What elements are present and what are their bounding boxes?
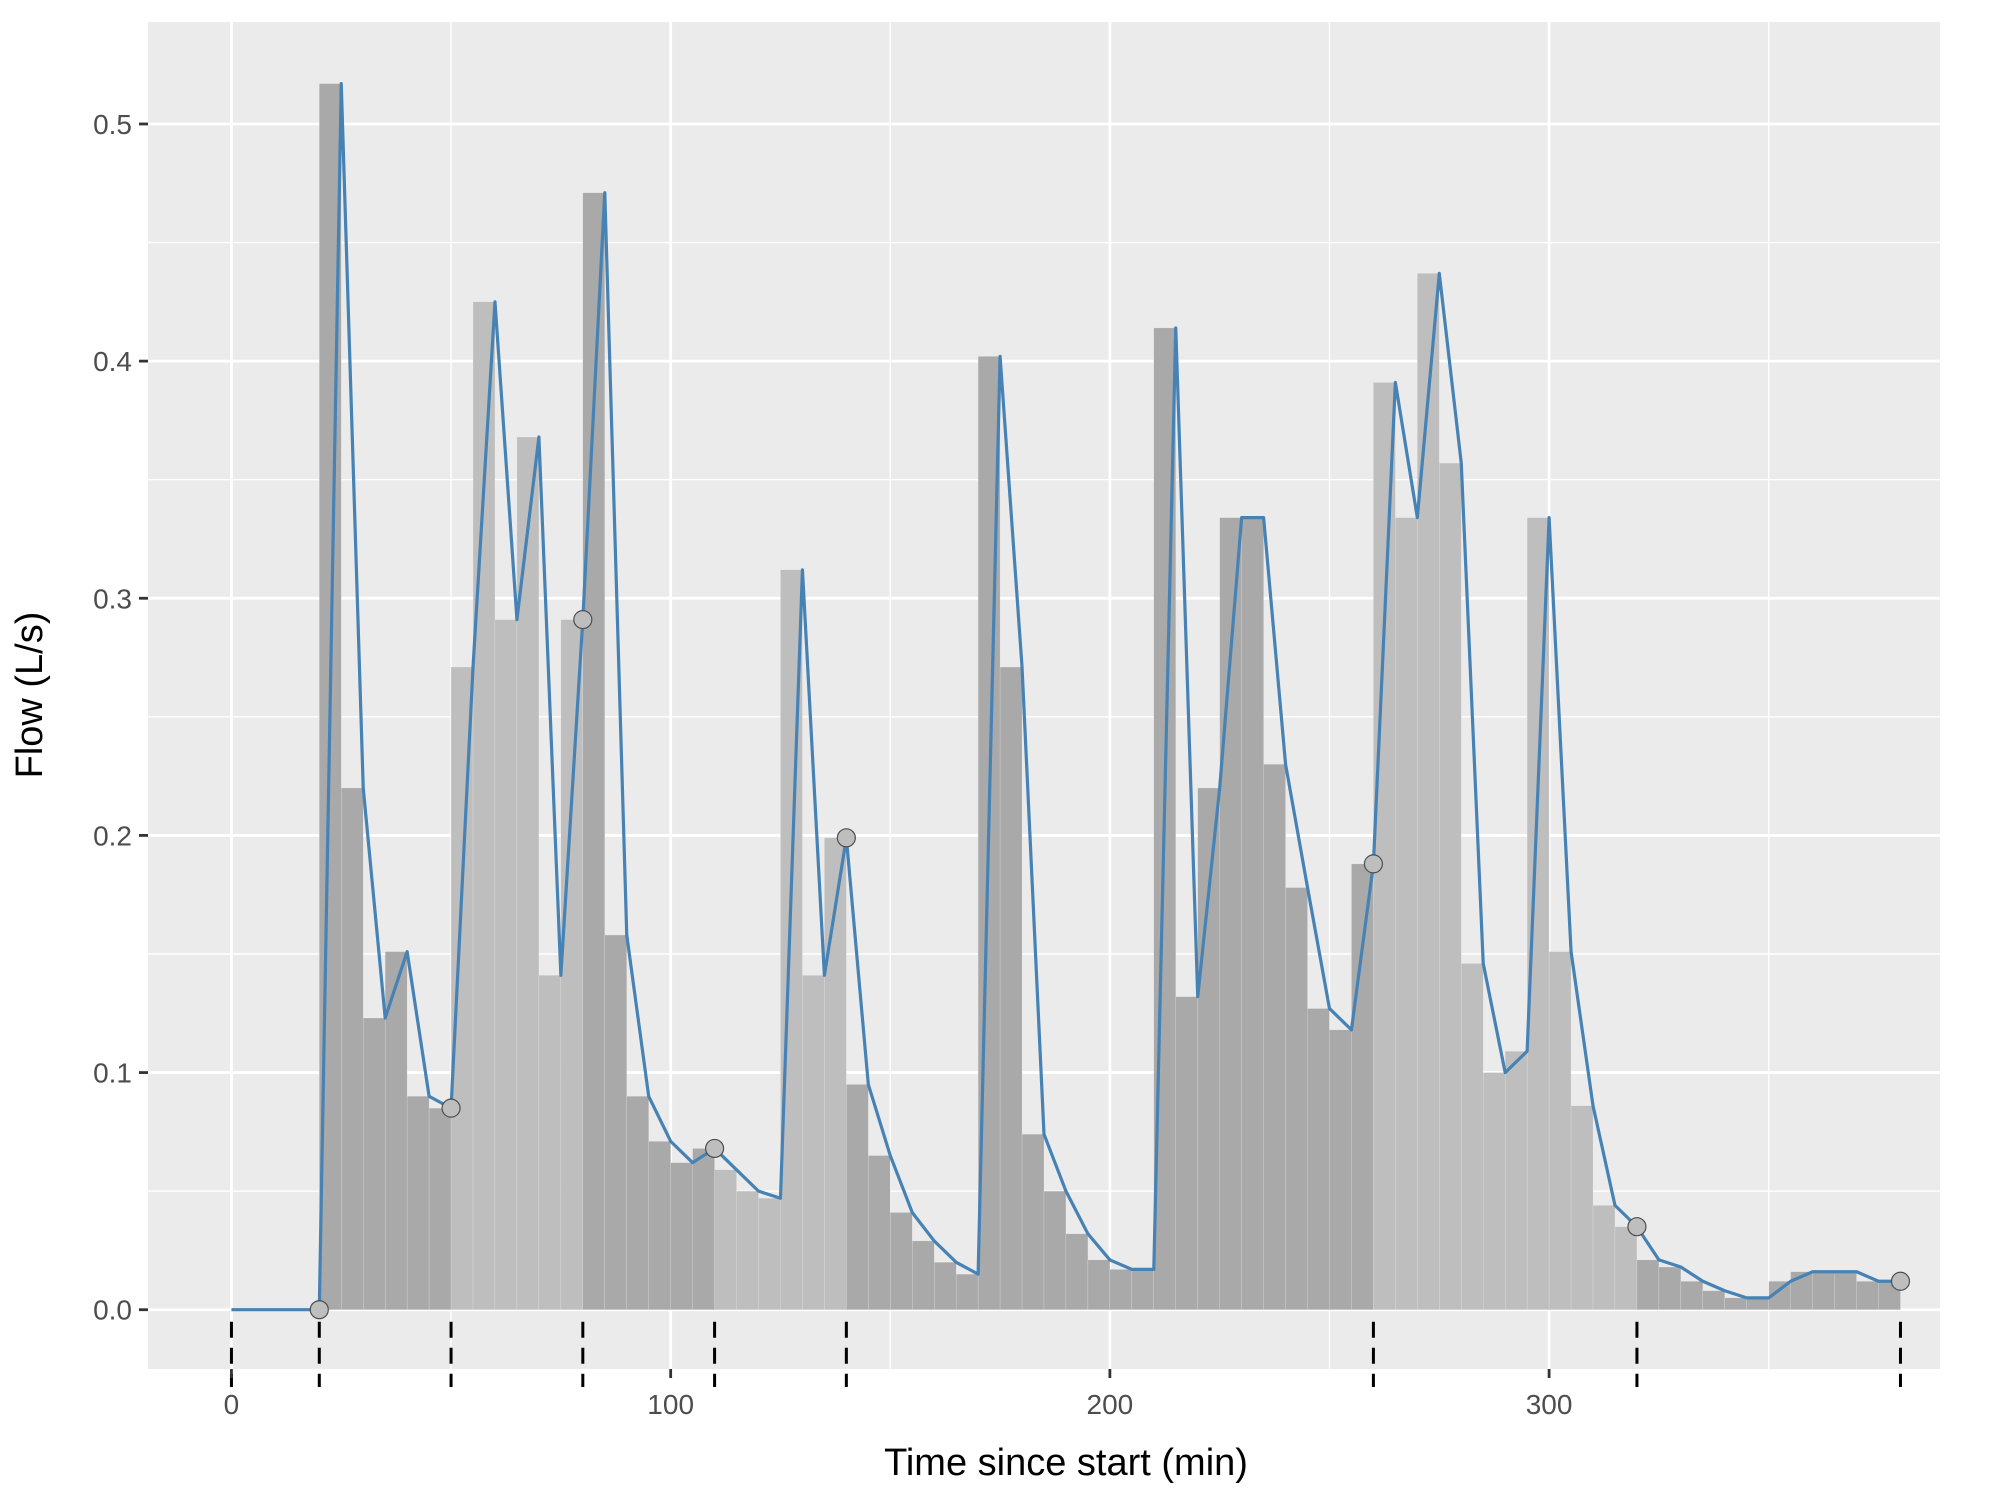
x-tick-label: 300	[1526, 1389, 1573, 1420]
segment-marker	[1627, 1217, 1647, 1237]
flow-bar	[1504, 1051, 1528, 1310]
y-axis: 0.0 0.1 0.2 0.3 0.4 0.5	[93, 109, 148, 1326]
flow-bar	[999, 666, 1023, 1310]
flow-bar	[1592, 1205, 1616, 1310]
flow-bar	[1856, 1281, 1879, 1310]
flow-bar	[1614, 1226, 1638, 1310]
y-tick-label: 0.4	[93, 346, 132, 377]
segment-marker	[1890, 1271, 1911, 1291]
flow-bar	[1724, 1297, 1747, 1310]
flow-bar	[604, 934, 627, 1310]
flow-bar	[1021, 1134, 1045, 1310]
segment-marker	[1363, 854, 1384, 874]
flow-bar	[846, 1084, 869, 1310]
flow-bar	[472, 301, 496, 1310]
flow-bar	[1395, 517, 1418, 1310]
x-tick-label: 0	[224, 1389, 240, 1420]
flow-line	[231, 82, 1901, 1312]
segment-marker	[309, 1300, 329, 1320]
flow-bar	[933, 1262, 957, 1310]
y-tick-label: 0.0	[93, 1295, 132, 1326]
y-tick-label: 0.2	[93, 820, 132, 851]
flow-bar	[1702, 1290, 1725, 1310]
x-axis-title: Time since start (min)	[884, 1442, 1248, 1484]
flow-bar	[1087, 1259, 1111, 1310]
flow-bar	[1658, 1266, 1682, 1310]
flow-bar	[912, 1240, 935, 1310]
segment-boundary-ticks	[229, 1321, 1902, 1387]
flow-bar	[1285, 887, 1308, 1310]
flow-bar	[1065, 1233, 1089, 1310]
flow-bar	[1417, 273, 1440, 1310]
flow-bar	[341, 787, 364, 1310]
flow-bar	[363, 1017, 386, 1310]
flow-bar	[428, 1107, 452, 1310]
flow-bar	[868, 1155, 891, 1310]
flow-bar	[1461, 963, 1484, 1310]
flow-bar	[1680, 1281, 1704, 1310]
flow-bar	[714, 1169, 737, 1310]
flow-bar	[890, 1212, 913, 1310]
flow-bar	[648, 1141, 671, 1310]
flow-bar	[824, 837, 847, 1310]
x-tick-label: 200	[1087, 1389, 1134, 1420]
flow-bar	[670, 1162, 693, 1310]
flow-bar	[692, 1148, 715, 1310]
flow-bar	[1043, 1190, 1067, 1310]
flow-bar	[1439, 462, 1462, 1310]
flow-bar	[1373, 382, 1396, 1310]
y-tick-label: 0.1	[93, 1058, 132, 1089]
minor-gridlines	[148, 22, 1940, 1369]
flow-bar	[560, 619, 584, 1310]
segment-marker	[836, 828, 856, 848]
flow-bar	[1548, 951, 1572, 1310]
flow-bar	[1570, 1105, 1594, 1310]
flow-bar	[736, 1190, 759, 1310]
flow-bar	[582, 192, 605, 1310]
y-axis-title: Flow (L/s)	[9, 612, 51, 779]
flow-bar	[1636, 1259, 1660, 1310]
segment-markers	[309, 610, 1911, 1320]
flow-bar	[516, 436, 540, 1310]
flow-bar	[1241, 517, 1264, 1310]
flow-bar	[955, 1273, 979, 1310]
flow-bar	[494, 619, 518, 1310]
flow-bar	[538, 975, 562, 1310]
flow-bar	[1131, 1269, 1155, 1310]
flow-bar	[802, 975, 825, 1310]
segment-marker	[704, 1138, 725, 1159]
flow-bar	[626, 1096, 649, 1310]
flow-bar	[1351, 863, 1374, 1310]
y-tick-label: 0.5	[93, 109, 132, 140]
flow-bar	[1483, 1072, 1506, 1310]
flow-bar	[1175, 996, 1198, 1310]
flow-bar	[1812, 1271, 1835, 1310]
flow-bar	[1329, 1029, 1352, 1310]
y-tick-label: 0.3	[93, 583, 132, 614]
flow-bar	[1109, 1269, 1133, 1310]
flow-bar	[406, 1096, 430, 1310]
x-tick-label: 100	[647, 1389, 694, 1420]
flow-line-path	[231, 82, 1901, 1312]
flow-bar	[758, 1198, 781, 1310]
flow-bar	[1834, 1271, 1857, 1310]
flow-bar	[1263, 764, 1286, 1310]
flow-bar	[1526, 517, 1550, 1310]
flow-bar	[1746, 1297, 1769, 1310]
segment-marker	[573, 610, 593, 630]
x-axis: 0 100 200 300	[224, 1369, 1573, 1420]
segment-marker	[441, 1098, 461, 1118]
flow-bar	[1307, 1008, 1330, 1310]
flow-bar	[1197, 787, 1220, 1310]
